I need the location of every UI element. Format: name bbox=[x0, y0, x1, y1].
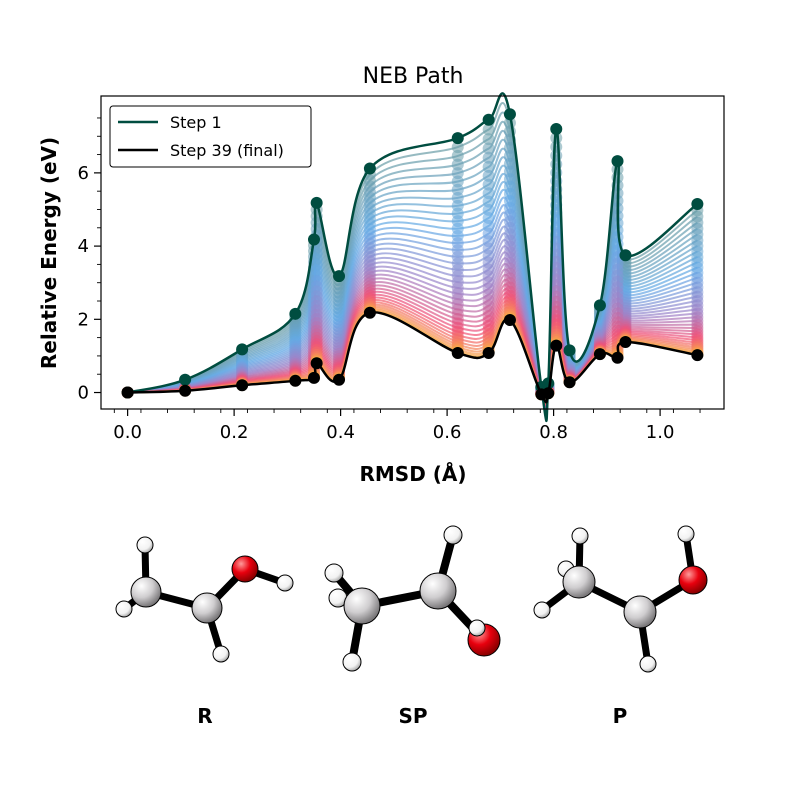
x-tick-label: 0.6 bbox=[433, 422, 462, 443]
legend-label-step1: Step 1 bbox=[170, 113, 222, 132]
neb-point bbox=[482, 187, 495, 200]
atom-h bbox=[443, 525, 463, 545]
neb-point bbox=[451, 175, 464, 188]
neb-point bbox=[451, 158, 464, 171]
neb-point bbox=[363, 306, 376, 319]
structure-label-p: P bbox=[613, 704, 628, 728]
x-tick-label: 0.8 bbox=[539, 422, 568, 443]
y-tick-label: 6 bbox=[78, 163, 89, 184]
legend-label-final: Step 39 (final) bbox=[170, 141, 284, 160]
structure-p-atoms bbox=[533, 525, 708, 673]
neb-point bbox=[482, 169, 495, 182]
neb-point bbox=[310, 357, 323, 370]
neb-point bbox=[482, 178, 495, 191]
neb-point bbox=[451, 346, 464, 359]
plot-frame bbox=[100, 95, 725, 410]
neb-point bbox=[179, 373, 192, 386]
structure-label-sp: SP bbox=[398, 704, 427, 728]
neb-point bbox=[482, 133, 495, 146]
neb-point bbox=[236, 343, 249, 356]
chart-title: NEB Path bbox=[363, 64, 464, 89]
neb-point bbox=[482, 151, 495, 164]
x-tick-label: 0.2 bbox=[220, 422, 249, 443]
neb-line bbox=[127, 92, 699, 423]
structure-label-r: R bbox=[197, 704, 212, 728]
neb-point bbox=[289, 374, 302, 387]
x-tick-label: 0.4 bbox=[326, 422, 355, 443]
neb-step-final bbox=[121, 306, 704, 404]
neb-point bbox=[451, 167, 464, 180]
y-axis-ticks: 0 2 4 6 bbox=[78, 117, 101, 404]
atom-c bbox=[623, 595, 657, 629]
neb-point bbox=[482, 142, 495, 155]
y-axis-label: Relative Energy (eV) bbox=[37, 137, 61, 369]
neb-point bbox=[289, 307, 302, 320]
atom-o bbox=[678, 565, 708, 595]
neb-point bbox=[363, 162, 376, 175]
atom-h bbox=[136, 536, 154, 554]
neb-point bbox=[236, 379, 249, 392]
atom-h bbox=[677, 525, 695, 543]
atom-h bbox=[115, 600, 133, 618]
y-tick-label: 4 bbox=[78, 236, 89, 257]
neb-curves bbox=[121, 92, 704, 423]
atom-o bbox=[231, 555, 259, 583]
atom-h bbox=[276, 574, 294, 592]
neb-point bbox=[451, 132, 464, 145]
neb-point bbox=[691, 349, 704, 362]
atom-c bbox=[343, 587, 381, 625]
neb-point bbox=[121, 386, 134, 399]
neb-point bbox=[619, 336, 632, 349]
atom-h bbox=[468, 619, 486, 637]
x-tick-label: 0.0 bbox=[113, 422, 142, 443]
atom-c bbox=[419, 572, 457, 610]
neb-point bbox=[310, 196, 323, 209]
neb-point bbox=[619, 249, 632, 262]
neb-point bbox=[451, 141, 464, 154]
legend-box bbox=[109, 105, 312, 168]
neb-point bbox=[307, 371, 320, 384]
neb-point bbox=[611, 155, 624, 168]
atom-h bbox=[571, 527, 589, 545]
structure-p bbox=[538, 530, 697, 668]
neb-point bbox=[593, 348, 606, 361]
neb-point bbox=[550, 122, 563, 135]
neb-point bbox=[333, 270, 346, 283]
legend: Step 1 Step 39 (final) bbox=[109, 105, 312, 168]
atom-h bbox=[212, 645, 230, 663]
structure-r-atoms bbox=[115, 536, 294, 663]
atom-h bbox=[639, 655, 657, 673]
neb-point bbox=[593, 299, 606, 312]
neb-point bbox=[307, 233, 320, 246]
atom-h bbox=[533, 601, 551, 619]
atom-c bbox=[562, 565, 596, 599]
y-tick-label: 2 bbox=[78, 309, 89, 330]
y-tick-label: 0 bbox=[78, 383, 89, 404]
x-tick-label: 1.0 bbox=[646, 422, 675, 443]
neb-point bbox=[482, 346, 495, 359]
neb-point bbox=[333, 373, 346, 386]
x-axis-ticks: 0.0 0.2 0.4 0.6 0.8 1.0 bbox=[113, 409, 701, 443]
neb-point bbox=[542, 387, 555, 400]
neb-point bbox=[482, 160, 495, 173]
neb-point bbox=[482, 123, 495, 136]
neb-point bbox=[611, 351, 624, 364]
structure-sp-atoms bbox=[324, 525, 501, 672]
neb-point bbox=[451, 149, 464, 162]
neb-point bbox=[563, 376, 576, 389]
atom-h bbox=[324, 563, 344, 583]
atom-c bbox=[191, 592, 223, 624]
plot-area: 0.0 0.2 0.4 0.6 0.8 1.0 0 2 4 6 bbox=[78, 92, 725, 443]
atom-c bbox=[130, 576, 162, 608]
neb-point bbox=[691, 197, 704, 210]
neb-point bbox=[503, 108, 516, 121]
atom-h bbox=[342, 652, 362, 672]
neb-point bbox=[179, 384, 192, 397]
neb-point bbox=[550, 339, 563, 352]
neb-point bbox=[503, 314, 516, 327]
neb-point bbox=[563, 344, 576, 357]
neb-point bbox=[482, 113, 495, 126]
x-axis-label: RMSD (Å) bbox=[359, 462, 466, 486]
